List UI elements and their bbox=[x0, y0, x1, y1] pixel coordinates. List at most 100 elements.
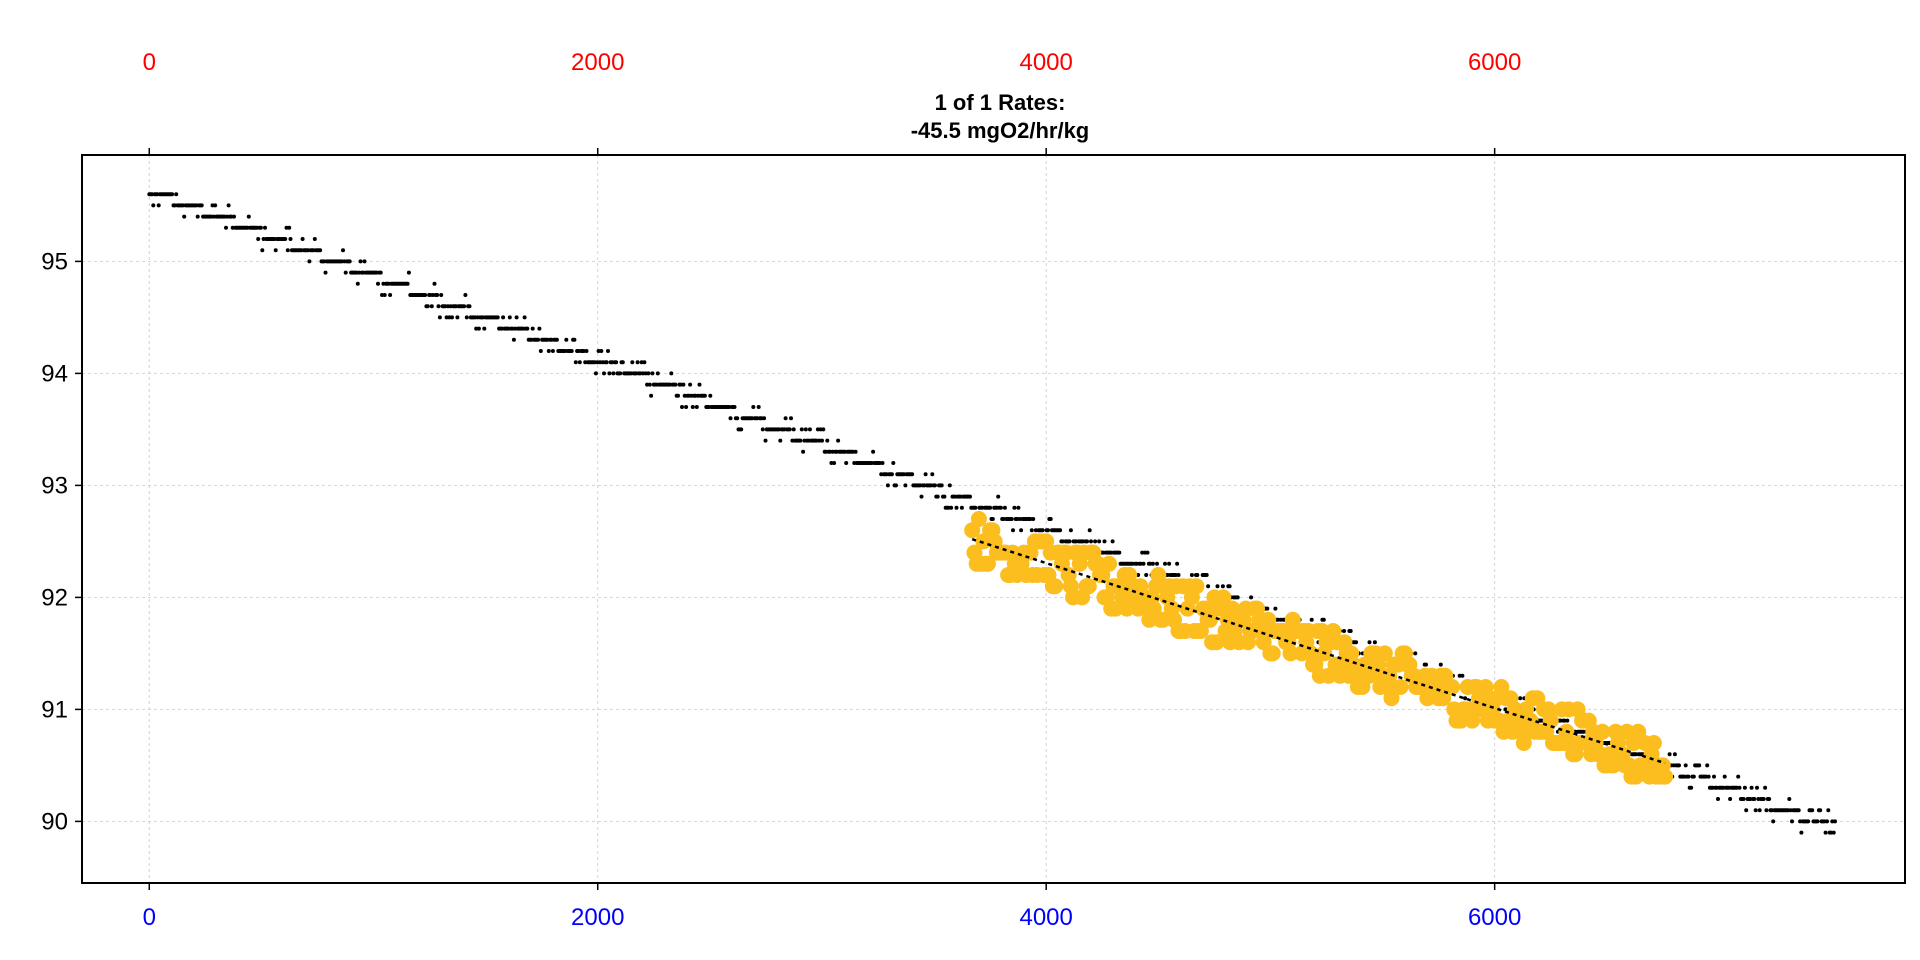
data-point bbox=[525, 326, 530, 331]
data-point bbox=[1463, 696, 1468, 701]
data-point bbox=[760, 427, 765, 432]
selected-point bbox=[1215, 589, 1232, 606]
data-point bbox=[1810, 808, 1815, 813]
y-tick-label: 92 bbox=[41, 584, 68, 611]
data-point bbox=[1102, 539, 1107, 544]
data-point bbox=[1737, 785, 1742, 790]
data-point bbox=[732, 405, 737, 409]
data-point bbox=[382, 293, 387, 297]
data-point bbox=[258, 225, 263, 230]
x-tick-label: 0 bbox=[143, 904, 156, 931]
data-point bbox=[1145, 550, 1150, 555]
data-point bbox=[676, 393, 680, 398]
data-point bbox=[1195, 573, 1200, 577]
data-point bbox=[1354, 640, 1359, 645]
data-point bbox=[1672, 752, 1677, 757]
y-tick-label: 93 bbox=[41, 472, 68, 499]
data-point bbox=[606, 349, 610, 353]
data-point bbox=[1825, 819, 1829, 824]
data-point bbox=[1150, 561, 1155, 566]
data-point bbox=[450, 315, 454, 320]
data-point bbox=[1372, 640, 1377, 645]
data-point bbox=[1321, 617, 1326, 622]
data-point bbox=[1677, 763, 1681, 768]
data-point bbox=[522, 315, 527, 320]
data-point bbox=[260, 248, 265, 253]
data-point bbox=[1763, 785, 1768, 790]
data-point bbox=[482, 326, 487, 331]
data-point bbox=[680, 405, 684, 409]
data-point bbox=[1691, 774, 1696, 779]
data-point bbox=[1806, 819, 1811, 824]
data-point bbox=[1068, 528, 1073, 533]
top-tick-label: 4000 bbox=[1019, 49, 1072, 76]
data-point bbox=[1749, 785, 1754, 790]
data-point bbox=[318, 248, 323, 253]
data-point bbox=[1110, 539, 1115, 544]
data-point bbox=[435, 293, 440, 297]
data-point bbox=[463, 293, 468, 297]
data-point bbox=[1764, 808, 1769, 813]
data-point bbox=[919, 494, 924, 499]
data-point bbox=[437, 315, 442, 320]
data-point bbox=[546, 349, 551, 353]
data-point bbox=[232, 214, 236, 219]
data-point bbox=[1087, 528, 1092, 533]
data-point bbox=[821, 427, 826, 432]
data-point bbox=[1040, 528, 1045, 533]
data-point bbox=[564, 337, 569, 342]
data-point bbox=[1204, 573, 1209, 577]
data-point bbox=[1085, 539, 1089, 544]
selected-point bbox=[1645, 735, 1662, 751]
data-point bbox=[283, 237, 288, 241]
data-point bbox=[783, 416, 788, 421]
data-point bbox=[495, 315, 500, 320]
data-point bbox=[554, 337, 559, 342]
data-point bbox=[1815, 819, 1820, 824]
data-point bbox=[697, 382, 702, 387]
data-point bbox=[939, 483, 944, 488]
data-point bbox=[195, 214, 200, 219]
data-point bbox=[1741, 797, 1746, 801]
data-point bbox=[573, 360, 578, 365]
data-point bbox=[1215, 584, 1220, 589]
data-point bbox=[151, 203, 156, 208]
data-point bbox=[642, 360, 647, 365]
data-point bbox=[1011, 528, 1015, 533]
data-point bbox=[739, 427, 744, 432]
data-point bbox=[930, 472, 935, 477]
data-point bbox=[820, 438, 824, 443]
top-tick-label: 6000 bbox=[1468, 49, 1521, 76]
data-point bbox=[1716, 797, 1720, 801]
data-point bbox=[614, 360, 619, 365]
data-point bbox=[341, 248, 345, 253]
data-point bbox=[406, 270, 411, 275]
data-point bbox=[593, 371, 598, 376]
data-point bbox=[323, 270, 328, 275]
data-point bbox=[1823, 830, 1828, 835]
data-point bbox=[1752, 797, 1757, 801]
data-point bbox=[1273, 606, 1278, 611]
data-point bbox=[844, 461, 849, 465]
x-tick-label: 6000 bbox=[1468, 904, 1521, 931]
data-point bbox=[362, 259, 367, 264]
data-point bbox=[1826, 808, 1831, 813]
data-point bbox=[537, 326, 542, 331]
plot-frame bbox=[81, 154, 1906, 884]
data-point bbox=[763, 438, 768, 443]
data-point bbox=[1067, 539, 1072, 544]
data-point bbox=[1046, 528, 1050, 533]
data-point bbox=[801, 449, 806, 454]
data-point bbox=[954, 505, 959, 510]
data-point bbox=[1697, 763, 1702, 768]
data-point bbox=[425, 304, 430, 309]
data-point bbox=[973, 505, 978, 510]
selected-point bbox=[1594, 723, 1611, 740]
data-point bbox=[1009, 517, 1014, 521]
data-point bbox=[935, 494, 940, 499]
selected-point bbox=[1080, 578, 1097, 595]
data-point bbox=[1712, 774, 1716, 779]
data-point bbox=[511, 337, 516, 342]
data-point bbox=[584, 349, 589, 353]
data-point bbox=[343, 270, 348, 275]
